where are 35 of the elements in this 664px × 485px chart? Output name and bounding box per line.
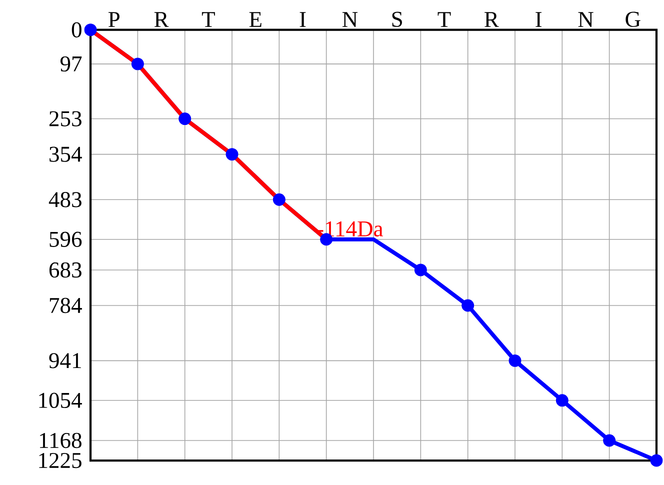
point bbox=[226, 148, 238, 160]
y-tick-label: 97 bbox=[60, 56, 82, 72]
point bbox=[508, 354, 522, 367]
text: N bbox=[342, 12, 358, 27]
text: I bbox=[300, 12, 306, 27]
text: E bbox=[249, 12, 262, 27]
y-tick-label: 0 bbox=[72, 22, 82, 38]
point bbox=[603, 434, 616, 447]
text: N bbox=[578, 12, 594, 27]
y-tick-label: 941 bbox=[49, 352, 81, 368]
y-tick-label: 354 bbox=[50, 146, 82, 162]
point bbox=[272, 193, 286, 206]
annotation: -114Da bbox=[317, 221, 383, 236]
text: T bbox=[438, 12, 451, 27]
y-tick-label: 1225 bbox=[39, 452, 82, 468]
y-tick-label: 253 bbox=[49, 111, 82, 126]
y-tick-label: 1168 bbox=[40, 432, 82, 448]
text: P bbox=[108, 12, 120, 27]
point bbox=[131, 58, 144, 70]
text: R bbox=[484, 12, 499, 27]
y-tick-label: 483 bbox=[48, 192, 82, 208]
point bbox=[556, 394, 568, 406]
text: I bbox=[536, 12, 542, 27]
y-tick-label: 1054 bbox=[39, 392, 82, 408]
y-tick-label: 683 bbox=[49, 262, 82, 278]
point bbox=[462, 299, 474, 312]
text: T bbox=[202, 12, 215, 27]
point bbox=[414, 264, 427, 276]
point bbox=[84, 23, 97, 36]
text: R bbox=[154, 12, 169, 27]
point bbox=[178, 112, 192, 125]
text: G bbox=[626, 12, 640, 27]
y-tick-label: 784 bbox=[50, 298, 82, 313]
text: S bbox=[392, 12, 402, 27]
y-tick-label: 596 bbox=[50, 232, 82, 247]
